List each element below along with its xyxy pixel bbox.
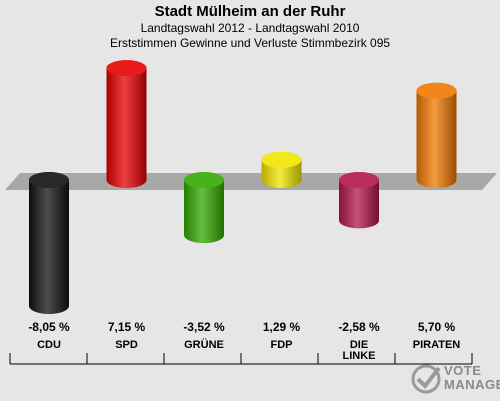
- category-label: DIE LINKE: [343, 339, 376, 362]
- category-label: PIRATEN: [413, 339, 461, 351]
- bar-cap-cdu: [29, 172, 69, 188]
- bar-cap-fdp: [261, 151, 302, 168]
- chart-header: Stadt Mülheim an der Ruhr Landtagswahl 2…: [0, 0, 500, 51]
- bar-cap-spd: [106, 60, 147, 77]
- logo-text-manager: MANAGER: [444, 377, 500, 392]
- value-label: -2,58 %: [338, 320, 380, 334]
- logo-check-icon: [411, 364, 441, 394]
- bar-piraten: [416, 82, 457, 188]
- labels-group: -8,05 % CDU 7,15 % SPD -3,52 % GRÜNE 1,29 % FDP…: [28, 320, 460, 362]
- bar-cap-die-linke: [339, 172, 379, 188]
- bar-cap-grüne: [184, 172, 224, 188]
- chart-title: Stadt Mülheim an der Ruhr: [154, 3, 346, 20]
- category-label: SPD: [115, 339, 138, 351]
- axis-group: [9, 353, 473, 365]
- vote-manager-logo: VOTE MANAGER: [410, 362, 500, 396]
- value-label: -8,05 %: [28, 320, 70, 334]
- category-label: CDU: [37, 339, 61, 351]
- chart-subtitle-2: Erststimmen Gewinne und Verluste Stimmbe…: [109, 36, 391, 50]
- value-label: 1,29 %: [263, 320, 301, 334]
- bar-spd: [106, 60, 147, 188]
- value-label: -3,52 %: [183, 320, 225, 334]
- chart-subtitle-1: Landtagswahl 2012 - Landtagswahl 2010: [140, 21, 360, 35]
- bar-cdu: [29, 172, 69, 314]
- value-label: 5,70 %: [418, 320, 456, 334]
- bar-cap-piraten: [416, 82, 457, 99]
- bars-group: [29, 60, 457, 314]
- category-label: FDP: [271, 339, 293, 351]
- bar-grüne: [184, 172, 224, 244]
- category-label: GRÜNE: [184, 338, 224, 351]
- value-label: 7,15 %: [108, 320, 146, 334]
- logo-text-vote: VOTE: [444, 363, 482, 378]
